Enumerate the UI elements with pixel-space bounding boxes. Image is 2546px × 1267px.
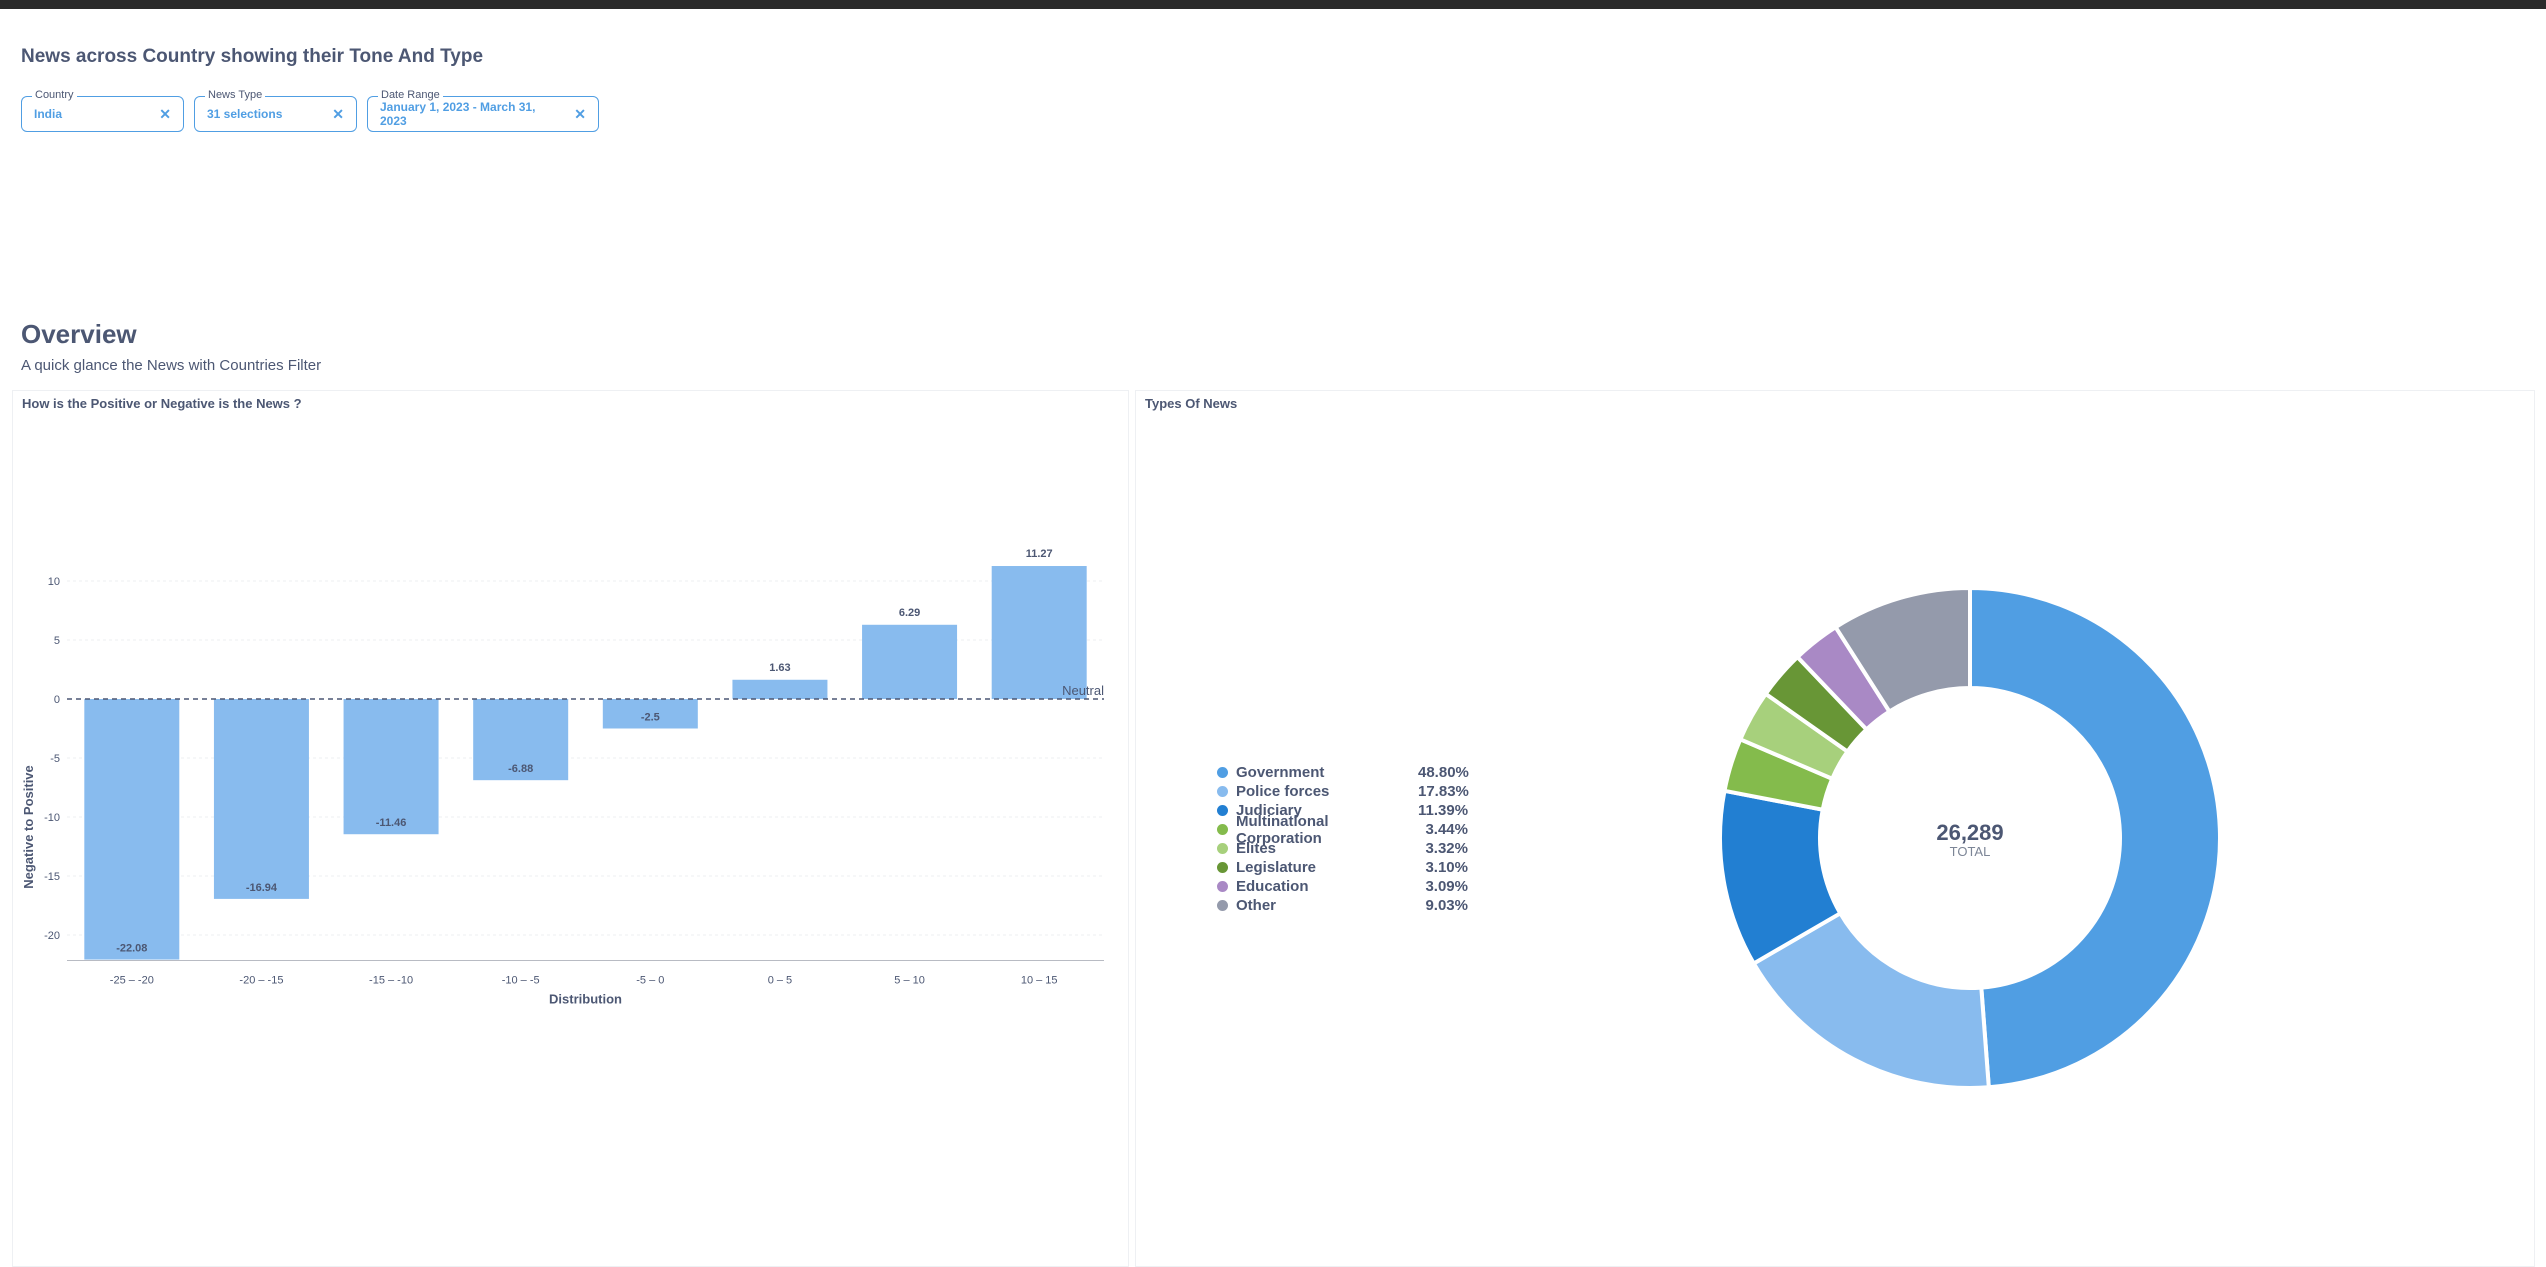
- legend-name: Elites: [1236, 840, 1277, 857]
- data-label: -6.88: [508, 763, 533, 775]
- goal-line-label: Neutral: [1062, 683, 1104, 698]
- legend-percent: 9.03%: [1425, 897, 1468, 914]
- legend-percent: 17.83%: [1418, 783, 1469, 800]
- bar[interactable]: [213, 699, 309, 899]
- legend-name: Other: [1236, 897, 1277, 914]
- x-tick-label: -25 – -20: [110, 975, 154, 987]
- legend-dot: [1217, 900, 1228, 911]
- y-tick-label: -5: [50, 753, 60, 765]
- legend-name: Multinational Corporation: [1236, 812, 1329, 847]
- date-range-filter[interactable]: Date Range January 1, 2023 - March 31, 2…: [367, 89, 599, 132]
- legend-percent: 3.32%: [1425, 840, 1468, 857]
- bar[interactable]: [602, 699, 698, 729]
- y-tick-label: -20: [44, 930, 60, 942]
- bar[interactable]: [473, 699, 569, 781]
- legend-item[interactable]: Multinational Corporation 3.44%: [1217, 813, 1468, 847]
- x-axis-title: Distribution: [549, 992, 622, 1007]
- legend-item[interactable]: Other 9.03%: [1217, 896, 1468, 915]
- legend-dot: [1217, 824, 1228, 835]
- filter-value[interactable]: January 1, 2023 - March 31, 2023: [380, 100, 536, 128]
- legend-dot: [1217, 767, 1228, 778]
- close-icon[interactable]: ✕: [159, 105, 171, 122]
- bar-chart-card: How is the Positive or Negative is the N…: [12, 390, 1129, 1267]
- filter-value[interactable]: India: [34, 107, 63, 121]
- x-tick-label: 5 – 10: [894, 975, 925, 987]
- legend-percent: 48.80%: [1418, 764, 1469, 781]
- dashboard-title: News across Country showing their Tone A…: [21, 46, 484, 67]
- legend-percent: 3.10%: [1425, 859, 1468, 876]
- data-label: -2.5: [641, 712, 660, 724]
- section-title: Overview: [21, 319, 137, 349]
- bar-chart: 10 5 0 -5 -10 -15 -20 -22.08 -25 – -20 -16.94 -20 …: [21, 548, 1104, 1007]
- legend-item[interactable]: Government 48.80%: [1217, 763, 1469, 782]
- y-tick-label: 0: [54, 694, 60, 706]
- bar[interactable]: [862, 624, 958, 699]
- data-label: -22.08: [116, 943, 147, 955]
- pie-legend: Government 48.80% Police forces 17.83% Judic…: [1217, 763, 1469, 915]
- legend-item[interactable]: Education 3.09%: [1217, 877, 1468, 896]
- legend-name: Education: [1236, 878, 1309, 895]
- filter-label: Date Range: [378, 89, 443, 101]
- filter-label: Country: [32, 89, 77, 101]
- x-tick-label: 0 – 5: [768, 975, 792, 987]
- x-tick-label: -15 – -10: [369, 975, 413, 987]
- close-icon[interactable]: ✕: [574, 105, 586, 122]
- y-axis-title: Negative to Positive: [21, 765, 36, 889]
- legend-dot: [1217, 862, 1228, 873]
- legend-dot: [1217, 881, 1228, 892]
- data-label: -16.94: [246, 882, 278, 894]
- data-label: 6.29: [899, 607, 920, 619]
- pie-slice[interactable]: [1751, 910, 1991, 1090]
- legend-name: Judiciary: [1236, 802, 1302, 819]
- filter-bar: Country India ✕ News Type 31 selections …: [21, 89, 599, 132]
- legend-dot: [1217, 786, 1228, 797]
- legend-name: Government: [1236, 764, 1325, 781]
- center-total-value: 26,289: [1936, 820, 2003, 845]
- top-bar: [0, 0, 2546, 9]
- bar[interactable]: [84, 699, 180, 960]
- x-tick-label: -5 – 0: [636, 975, 664, 987]
- data-label: 1.63: [769, 662, 790, 674]
- bar[interactable]: [732, 679, 828, 699]
- legend-item[interactable]: Elites 3.32%: [1217, 839, 1468, 858]
- bar[interactable]: [343, 699, 439, 835]
- pie-slice[interactable]: [1832, 585, 1972, 715]
- filter-label: News Type: [205, 89, 266, 101]
- close-icon[interactable]: ✕: [332, 105, 344, 122]
- legend-dot: [1217, 805, 1228, 816]
- legend-percent: 11.39%: [1418, 802, 1469, 819]
- y-tick-label: 10: [48, 576, 60, 588]
- data-label: 11.27: [1026, 548, 1053, 560]
- data-label: -11.46: [376, 817, 407, 829]
- card-title[interactable]: Types Of News: [1145, 396, 1238, 411]
- legend-item[interactable]: Legislature 3.10%: [1217, 858, 1468, 877]
- y-tick-label: -10: [44, 812, 60, 824]
- y-tick-label: 5: [54, 635, 60, 647]
- news-type-filter[interactable]: News Type 31 selections ✕: [194, 89, 357, 132]
- pie-chart-card: Types Of News: [1135, 390, 2535, 1267]
- legend-percent: 3.09%: [1425, 878, 1468, 895]
- x-tick-label: -20 – -15: [239, 975, 283, 987]
- pie-slice[interactable]: [1968, 585, 2222, 1090]
- x-tick-label: -10 – -5: [502, 975, 540, 987]
- filter-value[interactable]: 31 selections: [207, 107, 283, 121]
- legend-item[interactable]: Judiciary 11.39%: [1217, 801, 1468, 820]
- card-title[interactable]: How is the Positive or Negative is the N…: [22, 396, 302, 411]
- legend-item[interactable]: Police forces 17.83%: [1217, 782, 1469, 801]
- legend-name: Legislature: [1236, 859, 1317, 876]
- section-subtitle: A quick glance the News with Countries F…: [21, 357, 322, 374]
- x-tick-label: 10 – 15: [1021, 975, 1058, 987]
- center-total-label: TOTAL: [1950, 844, 1991, 859]
- country-filter[interactable]: Country India ✕: [21, 89, 184, 132]
- legend-percent: 3.44%: [1425, 821, 1468, 838]
- bar[interactable]: [991, 566, 1087, 699]
- y-tick-label: -15: [44, 871, 60, 883]
- legend-name: Police forces: [1236, 783, 1330, 800]
- legend-dot: [1217, 843, 1228, 854]
